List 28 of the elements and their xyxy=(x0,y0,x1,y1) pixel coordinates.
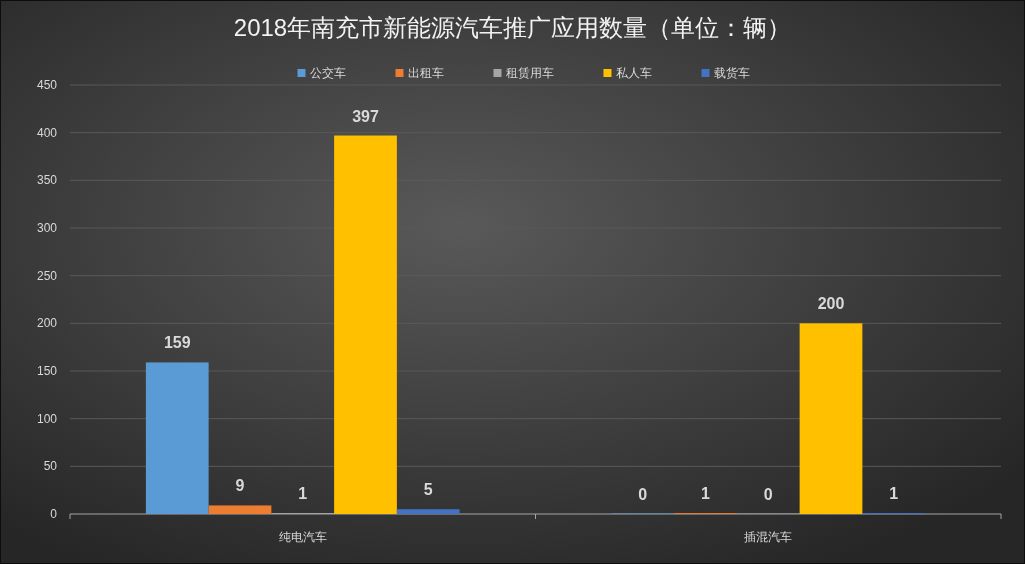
data-label: 0 xyxy=(763,486,773,503)
y-tick-label: 150 xyxy=(36,364,58,378)
data-label: 1 xyxy=(701,485,711,503)
y-tick-label: 0 xyxy=(50,507,58,521)
data-label: 200 xyxy=(817,295,845,313)
x-tick-label: 插混汽车 xyxy=(744,530,793,544)
y-tick-label: 100 xyxy=(36,411,58,426)
y-tick-label: 200 xyxy=(36,316,58,331)
y-tick-label: 50 xyxy=(43,459,58,474)
y-tick-label: 450 xyxy=(36,78,58,92)
legend-label: 载货车 xyxy=(713,66,750,80)
legend-label: 出租车 xyxy=(407,66,444,80)
data-label: 5 xyxy=(423,481,433,499)
y-tick-label: 350 xyxy=(36,173,58,188)
data-label: 9 xyxy=(235,477,245,495)
legend-label: 租赁用车 xyxy=(505,66,554,80)
data-label: 397 xyxy=(352,107,379,125)
y-tick-label: 250 xyxy=(36,268,58,283)
chart-title: 2018年南充市新能源汽车推广应用数量（单位：辆） xyxy=(233,14,792,41)
y-tick-label: 300 xyxy=(36,221,58,235)
data-label: 1 xyxy=(889,485,899,503)
data-label: 0 xyxy=(638,486,648,503)
data-label: 159 xyxy=(163,334,191,352)
legend-label: 公交车 xyxy=(309,66,346,80)
y-tick-label: 400 xyxy=(36,125,58,140)
data-label: 1 xyxy=(298,485,308,503)
legend-label: 私人车 xyxy=(615,66,652,80)
x-tick-label: 纯电汽车 xyxy=(278,530,327,544)
